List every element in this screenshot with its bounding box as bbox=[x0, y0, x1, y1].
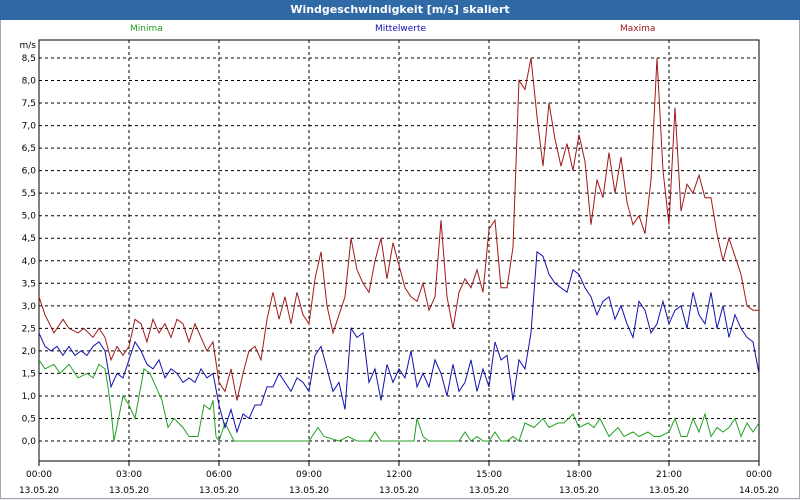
y-tick-label: 1,5 bbox=[22, 369, 36, 379]
x-tick-date: 13.05.20 bbox=[649, 486, 689, 496]
y-tick-label: 4,5 bbox=[22, 234, 36, 244]
x-tick-date: 13.05.20 bbox=[379, 486, 419, 496]
x-tick-date: 13.05.20 bbox=[559, 486, 599, 496]
maxima-line bbox=[38, 57, 759, 401]
y-tick-label: 2,0 bbox=[22, 347, 37, 357]
x-tick-time: 00:00 bbox=[746, 470, 772, 480]
y-tick-label: 8,5 bbox=[22, 54, 36, 64]
wind-speed-chart: 0,0 0,5 1,0 1,5 2,0 2,5 3,0 3,5 4,0 4,5 5,0 5,5 6,0 6… bbox=[19, 39, 779, 496]
legend-mittelwerte: Mittelwerte bbox=[375, 24, 427, 34]
x-tick-date: 13.05.20 bbox=[289, 486, 329, 496]
minima-line bbox=[38, 359, 760, 443]
y-tick-label: 5,0 bbox=[22, 212, 37, 222]
y-tick-label: 3,5 bbox=[22, 279, 36, 289]
x-tick-time: 15:00 bbox=[476, 470, 502, 480]
y-tick-label: 5,5 bbox=[22, 189, 36, 199]
x-tick-time: 09:00 bbox=[296, 470, 322, 480]
x-tick-time: 12:00 bbox=[386, 470, 412, 480]
y-tick-label: 7,5 bbox=[22, 99, 36, 109]
legend-minima: Minima bbox=[130, 24, 163, 34]
y-axis-unit: m/s bbox=[20, 41, 37, 51]
y-tick-label: 6,0 bbox=[22, 167, 37, 177]
y-tick-label: 6,5 bbox=[22, 144, 36, 154]
x-tick-time: 06:00 bbox=[206, 470, 232, 480]
x-tick-date: 13.05.20 bbox=[19, 486, 59, 496]
x-tick-time: 03:00 bbox=[116, 470, 142, 480]
x-tick-date: 13.05.20 bbox=[469, 486, 509, 496]
y-tick-label: 8,0 bbox=[22, 77, 37, 87]
y-tick-label: 7,0 bbox=[22, 122, 37, 132]
y-tick-label: 0,5 bbox=[22, 414, 36, 424]
x-tick-date: 14.05.20 bbox=[739, 486, 779, 496]
y-tick-label: 2,5 bbox=[22, 324, 36, 334]
x-tick-time: 00:00 bbox=[26, 470, 52, 480]
y-tick-label: 4,0 bbox=[22, 257, 37, 267]
y-tick-label: 1,0 bbox=[22, 392, 37, 402]
chart-title: Windgeschwindigkeit [m/s] skaliert bbox=[0, 0, 800, 20]
legend-maxima: Maxima bbox=[620, 24, 656, 34]
x-tick-date: 13.05.20 bbox=[109, 486, 149, 496]
x-tick-time: 21:00 bbox=[656, 470, 682, 480]
y-tick-label: 0,0 bbox=[22, 437, 37, 447]
x-tick-time: 18:00 bbox=[566, 470, 592, 480]
y-tick-label: 3,0 bbox=[22, 302, 37, 312]
x-tick-date: 13.05.20 bbox=[199, 486, 239, 496]
mittelwerte-line bbox=[38, 250, 760, 434]
